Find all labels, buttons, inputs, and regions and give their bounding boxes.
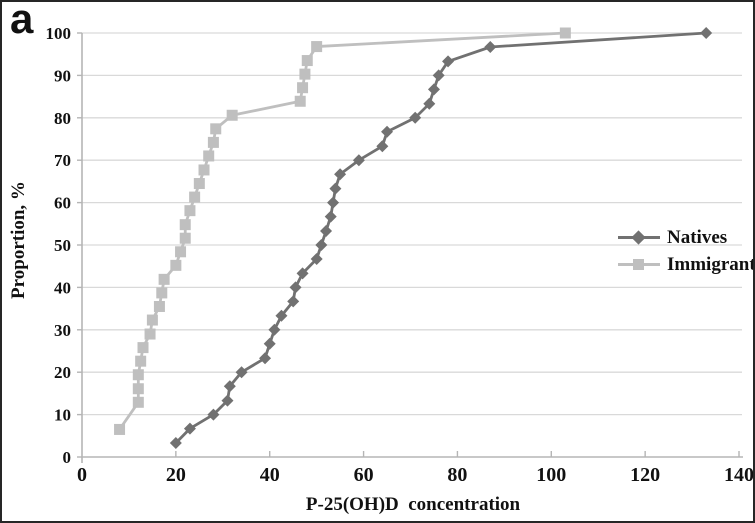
data-point-immigrants (179, 219, 191, 231)
data-point-immigrants (189, 191, 201, 203)
data-point-natives (315, 239, 328, 251)
data-point-immigrants (153, 300, 165, 312)
x-tick-label: 60 (354, 464, 374, 486)
y-tick-label: 60 (54, 194, 71, 213)
data-point-immigrants (175, 246, 187, 258)
legend: Natives Immigrants (618, 227, 755, 281)
y-axis-title: Proportion, % (8, 181, 29, 299)
legend-item-immigrants: Immigrants (618, 254, 755, 275)
data-point-natives (268, 323, 281, 336)
immigrants-square-icon (618, 258, 660, 271)
data-point-natives (310, 252, 323, 265)
data-point-natives (275, 309, 288, 322)
data-point-natives (169, 437, 182, 450)
data-point-immigrants (156, 287, 168, 299)
data-point-natives (324, 210, 337, 223)
data-point-natives (207, 408, 220, 421)
data-point-immigrants (132, 396, 144, 408)
y-tick-label: 70 (54, 151, 71, 170)
legend-label-natives: Natives (667, 227, 728, 248)
y-tick-label: 40 (54, 278, 71, 297)
data-point-natives (223, 380, 236, 393)
data-point-immigrants (135, 355, 147, 367)
data-point-immigrants (179, 232, 191, 244)
y-tick-label: 30 (54, 321, 71, 340)
data-point-natives (263, 337, 276, 350)
x-tick-label: 20 (166, 464, 186, 486)
data-point-immigrants (170, 259, 182, 271)
panel-letter: a (10, 0, 34, 42)
data-point-natives (376, 140, 389, 153)
data-point-immigrants (210, 123, 222, 135)
y-tick-label: 50 (54, 236, 71, 255)
data-point-natives (221, 394, 234, 407)
data-point-immigrants (137, 342, 149, 354)
data-point-immigrants (144, 328, 156, 340)
data-point-natives (289, 281, 302, 294)
data-point-natives (296, 267, 309, 280)
data-point-natives (423, 97, 436, 110)
series-line-immigrants (118, 31, 567, 431)
data-point-immigrants (297, 82, 309, 94)
data-point-immigrants (193, 178, 205, 190)
data-point-natives (409, 111, 422, 124)
data-point-natives (427, 83, 440, 96)
y-tick-label: 10 (54, 406, 71, 425)
data-point-natives (329, 182, 342, 195)
x-tick-label: 0 (77, 464, 87, 486)
x-tick-label: 40 (260, 464, 280, 486)
data-point-immigrants (132, 383, 144, 395)
x-tick-label: 80 (447, 464, 467, 486)
data-point-immigrants (198, 164, 210, 176)
data-point-immigrants (294, 95, 306, 107)
x-tick-label: 140 (724, 464, 754, 486)
legend-item-natives: Natives (618, 227, 753, 248)
data-point-immigrants (301, 55, 313, 67)
data-point-natives (287, 295, 300, 308)
data-point-immigrants (207, 136, 219, 148)
data-point-natives (320, 225, 333, 238)
x-tick-label: 120 (630, 464, 660, 486)
y-tick-label: 100 (46, 24, 72, 43)
data-point-natives (442, 55, 455, 68)
data-point-immigrants (184, 205, 196, 217)
data-point-immigrants (559, 27, 571, 39)
data-point-immigrants (311, 41, 323, 53)
data-point-natives (183, 422, 196, 435)
data-point-natives (334, 168, 347, 181)
natives-diamond-icon (618, 230, 660, 245)
data-point-immigrants (203, 150, 215, 162)
data-point-natives (700, 27, 713, 39)
data-point-immigrants (132, 369, 144, 381)
data-point-natives (259, 352, 272, 365)
legend-label-immigrants: Immigrants (667, 254, 755, 275)
data-point-natives (432, 69, 445, 82)
data-point-natives (327, 196, 340, 209)
x-axis-title: P-25(OH)D concentration (305, 494, 521, 515)
y-tick-label: 20 (54, 363, 71, 382)
data-point-natives (235, 366, 248, 379)
data-point-immigrants (146, 314, 158, 326)
y-tick-label: 90 (54, 66, 71, 85)
data-point-natives (484, 40, 497, 53)
data-point-immigrants (114, 423, 126, 435)
data-point-immigrants (226, 109, 238, 121)
data-point-natives (352, 154, 365, 167)
data-point-natives (381, 125, 394, 138)
y-tick-label: 80 (54, 109, 71, 128)
x-tick-label: 100 (536, 464, 566, 486)
y-tick-label: 0 (63, 448, 72, 467)
data-point-immigrants (299, 68, 311, 80)
data-point-immigrants (158, 273, 170, 285)
